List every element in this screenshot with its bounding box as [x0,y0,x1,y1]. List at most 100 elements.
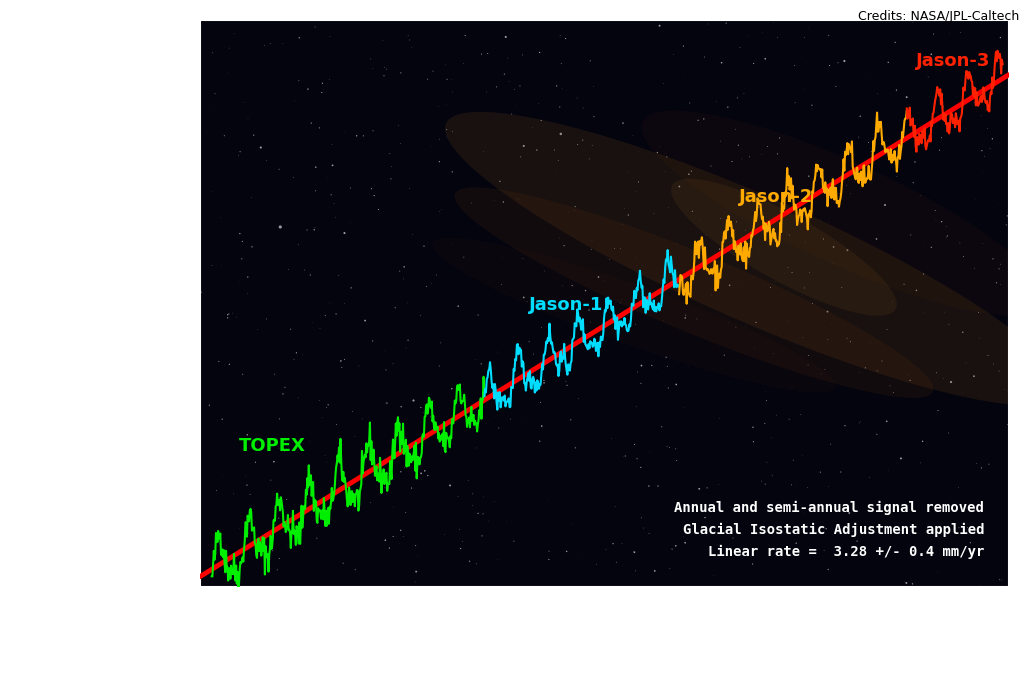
Point [991,365,1008,376]
Point [829,57,846,68]
Point [546,145,562,156]
Point [336,227,352,238]
Point [200,540,216,550]
Point [376,70,392,81]
Point [698,264,715,275]
Point [536,378,552,389]
Point [625,173,641,184]
Point [757,339,773,350]
Point [428,270,444,281]
Point [403,483,420,494]
Point [306,224,323,235]
Point [365,335,381,346]
Point [668,188,684,199]
Point [887,37,903,48]
Point [262,475,279,486]
Point [744,272,761,283]
Point [706,570,722,581]
Point [694,309,711,320]
Point [231,146,248,157]
Point [387,303,403,313]
Point [498,288,514,299]
Point [349,100,366,111]
Point [601,254,617,265]
Point [801,267,817,278]
Point [432,337,449,348]
Point [327,212,343,223]
Point [582,55,598,66]
Point [903,301,920,312]
Point [825,242,842,253]
Point [824,43,841,54]
Point [496,197,512,208]
Text: Annual and semi-annual signal removed
Glacial Isostatic Adjustment applied
Linea: Annual and semi-annual signal removed Gl… [675,501,984,559]
Point [256,148,272,159]
Point [710,309,726,320]
Point [757,53,773,64]
Point [863,146,880,157]
Point [614,294,631,305]
Point [509,41,525,52]
Point [677,312,693,323]
Point [710,321,726,332]
Point [362,53,379,64]
Point [506,84,522,95]
Point [658,352,675,363]
Point [418,281,434,292]
Point [283,348,299,359]
Point [754,27,770,38]
Point [381,542,397,553]
Point [303,117,319,128]
Point [935,101,951,112]
Point [388,426,404,437]
Point [269,564,286,575]
Point [208,568,224,579]
Point [607,258,624,269]
Point [531,436,548,447]
Point [879,416,895,427]
Point [707,263,723,274]
Point [392,466,409,477]
Point [684,426,700,437]
Point [450,301,466,311]
Point [733,154,750,165]
Point [746,280,763,291]
Point [667,306,683,317]
Point [291,239,307,250]
Point [336,298,352,309]
Point [783,267,800,278]
Point [899,370,915,381]
Point [678,309,694,320]
Point [728,217,744,227]
Point [753,527,769,538]
Point [584,244,600,255]
Point [668,540,684,551]
Point [801,252,817,263]
Point [788,481,805,492]
Point [869,365,886,376]
Point [419,574,435,585]
Point [356,53,373,64]
Point [915,268,932,279]
Point [204,260,220,271]
Point [793,218,809,229]
Point [391,266,408,277]
Point [796,509,812,520]
Point [672,234,688,245]
Point [453,543,469,554]
Point [375,35,391,46]
Point [905,178,922,189]
Point [519,296,536,307]
Point [916,237,933,248]
Point [745,165,762,176]
Point [786,60,803,71]
Point [943,376,959,387]
Point [444,167,461,178]
Point [766,182,782,193]
Point [416,440,432,451]
Point [419,237,435,248]
Point [898,578,914,589]
Point [852,111,868,122]
Point [820,30,837,41]
Point [450,491,466,502]
